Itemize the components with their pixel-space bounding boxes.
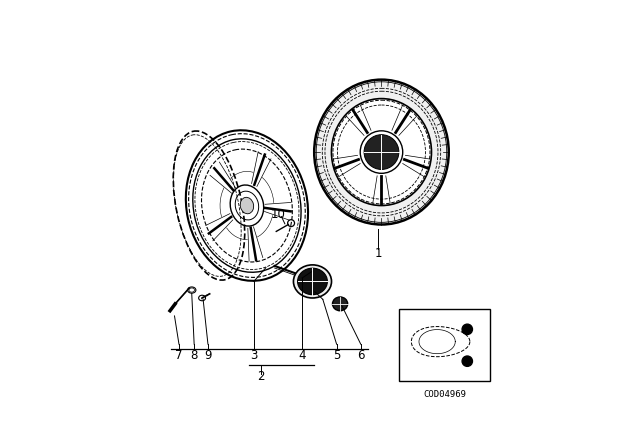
Ellipse shape xyxy=(333,297,348,311)
Ellipse shape xyxy=(360,131,403,173)
Text: 7: 7 xyxy=(175,349,183,362)
Ellipse shape xyxy=(293,265,332,298)
Text: 10: 10 xyxy=(271,208,285,221)
Bar xyxy=(399,309,490,382)
Text: 2: 2 xyxy=(257,370,264,383)
Ellipse shape xyxy=(332,99,431,206)
Text: 3: 3 xyxy=(250,349,257,362)
Ellipse shape xyxy=(314,80,449,224)
Ellipse shape xyxy=(240,197,253,214)
Circle shape xyxy=(462,356,472,366)
Text: 6: 6 xyxy=(357,349,365,362)
Text: COD04969: COD04969 xyxy=(423,390,466,399)
Ellipse shape xyxy=(364,135,399,169)
Circle shape xyxy=(462,324,472,335)
Text: 9: 9 xyxy=(204,349,212,362)
Text: 4: 4 xyxy=(298,349,306,362)
Ellipse shape xyxy=(298,268,328,295)
Text: 5: 5 xyxy=(333,349,340,362)
Text: 1: 1 xyxy=(374,247,382,260)
Text: 8: 8 xyxy=(191,349,198,362)
